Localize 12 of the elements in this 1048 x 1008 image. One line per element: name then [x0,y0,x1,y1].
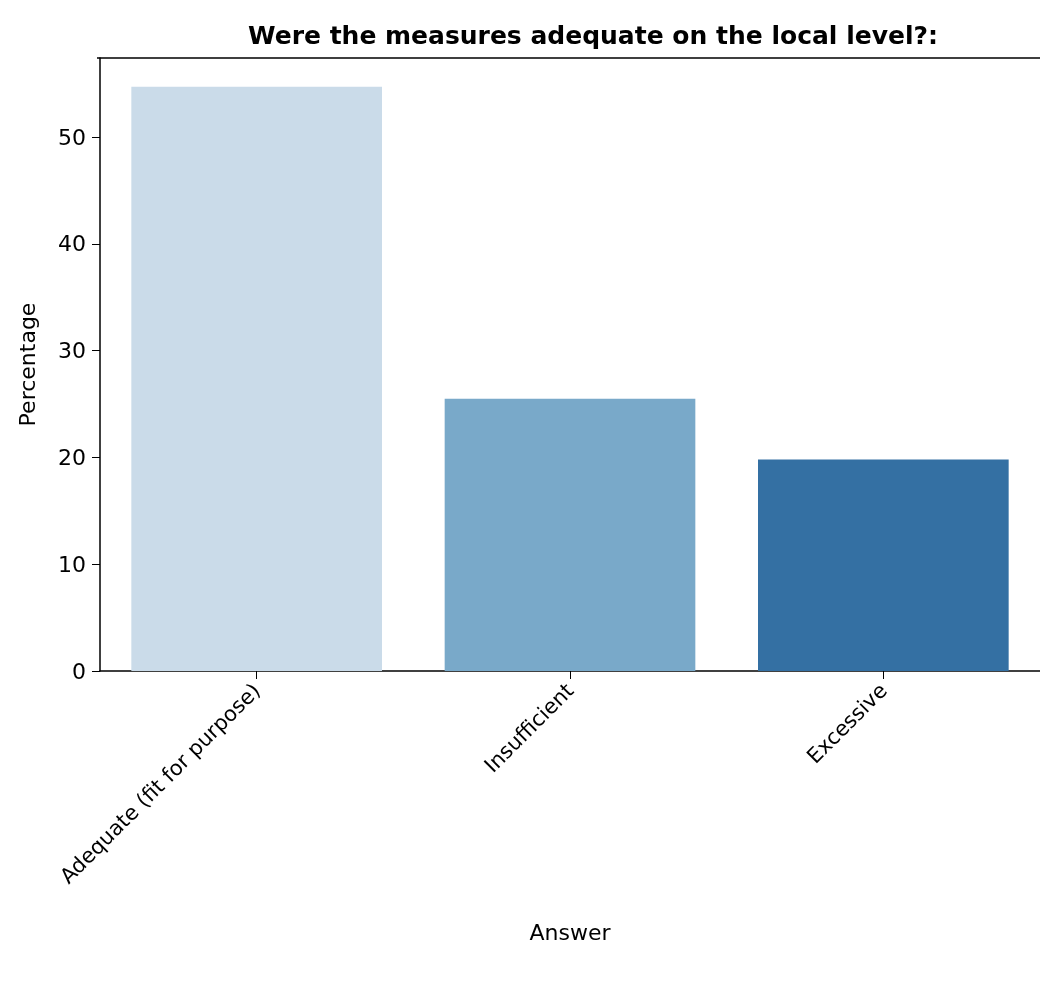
bar [444,398,696,671]
y-tick-label: 20 [58,444,86,470]
x-axis-title: Answer [529,919,612,945]
y-axis-title: Percentage [14,302,40,427]
y-tick-label: 30 [58,338,86,364]
bar [131,86,382,671]
y-tick-label: 10 [58,551,86,577]
chart-title: Were the measures adequate on the local level?: [248,21,938,50]
y-tick-label: 40 [58,231,86,257]
y-tick-label: 50 [58,124,86,150]
bar [758,459,1009,671]
y-tick-label: 0 [72,658,86,684]
